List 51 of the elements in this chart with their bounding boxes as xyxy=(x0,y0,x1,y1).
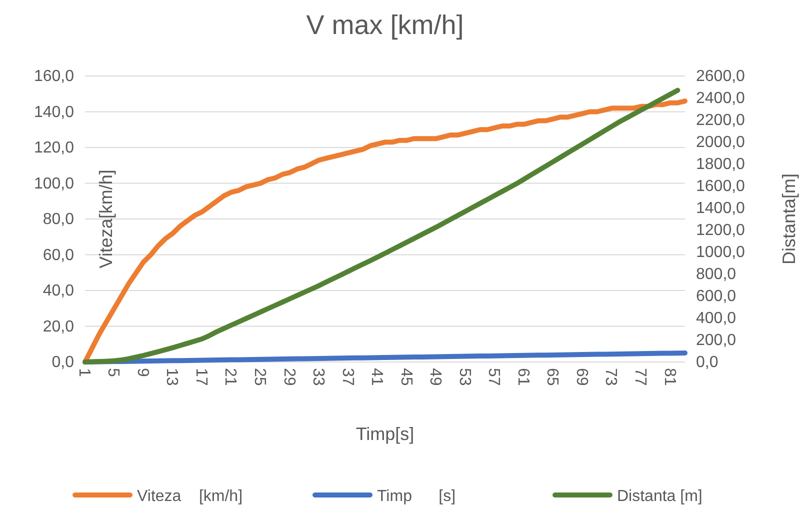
x-tick-label: 1 xyxy=(75,368,92,377)
x-tick-label: 77 xyxy=(632,368,648,386)
x-tick-label: 5 xyxy=(104,368,122,377)
x-tick-label: 73 xyxy=(602,368,620,386)
y-tick-label: 20,0 xyxy=(42,318,74,336)
y-axis-title: Viteza[km/h] xyxy=(96,170,116,268)
y-tick-label: 0,0 xyxy=(52,354,74,372)
x-tick-label: 9 xyxy=(134,368,151,377)
y2-tick-label: 2400,0 xyxy=(696,90,746,108)
x-tick-label: 25 xyxy=(251,368,268,386)
chart-title: V max [km/h] xyxy=(306,10,464,40)
x-tick-label: 37 xyxy=(338,368,356,386)
x-tick-label: 33 xyxy=(310,368,327,386)
y2-tick-label: 400,0 xyxy=(696,310,736,328)
x-tick-label: 53 xyxy=(456,368,473,386)
legend-label: Viteza [km/h] xyxy=(137,488,243,505)
y-tick-label: 80,0 xyxy=(42,211,74,228)
x-tick-label: 69 xyxy=(572,368,590,386)
y2-tick-label: 1200,0 xyxy=(696,222,746,240)
x-tick-label: 81 xyxy=(660,368,678,386)
y2-tick-label: 1400,0 xyxy=(696,200,746,218)
y2-tick-label: 2200,0 xyxy=(696,112,746,130)
y2-tick-label: 800,0 xyxy=(696,266,736,284)
x-tick-label: 57 xyxy=(485,368,502,386)
x-tick-label: 65 xyxy=(544,368,561,386)
x-tick-label: 41 xyxy=(368,368,386,386)
y2-axis-title: Distanta[m] xyxy=(779,173,799,265)
x-tick-label: 49 xyxy=(426,368,444,386)
y2-tick-label: 1600,0 xyxy=(696,178,746,196)
x-axis-title: Timp[s] xyxy=(356,424,414,444)
x-tick-label: 17 xyxy=(192,368,210,386)
y-tick-label: 160,0 xyxy=(34,68,74,86)
y2-tick-label: 2600,0 xyxy=(696,68,746,86)
y2-tick-label: 2000,0 xyxy=(696,134,746,152)
y2-tick-label: 200,0 xyxy=(696,332,736,350)
x-tick-label: 21 xyxy=(222,368,239,386)
y2-tick-label: 0,0 xyxy=(696,354,718,372)
legend-label: Timp [s] xyxy=(377,488,456,505)
x-tick-label: 61 xyxy=(514,368,532,386)
y-tick-label: 40,0 xyxy=(42,282,74,300)
x-tick-label: 45 xyxy=(397,368,414,386)
y2-tick-label: 600,0 xyxy=(696,288,736,306)
y2-tick-label: 1000,0 xyxy=(696,244,746,262)
y-tick-label: 60,0 xyxy=(42,246,74,264)
y-tick-label: 100,0 xyxy=(34,175,74,192)
y-tick-label: 120,0 xyxy=(34,140,74,157)
y2-tick-label: 1800,0 xyxy=(696,156,746,174)
legend-label: Distanta [m] xyxy=(617,488,702,505)
x-tick-label: 29 xyxy=(280,368,298,386)
x-tick-label: 13 xyxy=(163,368,180,386)
y-tick-label: 140,0 xyxy=(34,104,74,121)
